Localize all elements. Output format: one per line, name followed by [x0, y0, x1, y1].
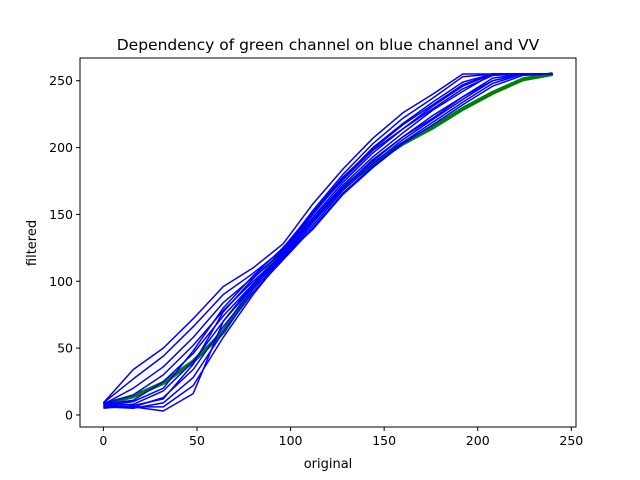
plot-lines [102, 72, 553, 412]
x-axis-ticks: 0 50 100 150 200 250 [99, 427, 583, 448]
y-tick-label: 50 [57, 341, 73, 356]
x-tick-label: 0 [99, 433, 107, 448]
series-line-2 [102, 73, 553, 404]
axes-frame [79, 57, 577, 428]
y-axis-label: filtered [25, 220, 40, 266]
x-tick-label: 100 [279, 433, 303, 448]
x-tick-label: 250 [559, 433, 583, 448]
series-line-11 [103, 73, 553, 410]
y-tick-label: 100 [49, 274, 73, 289]
x-axis-label: original [304, 457, 353, 472]
y-tick-label: 200 [49, 140, 73, 155]
series-line-12 [103, 73, 553, 407]
chart-title: Dependency of green channel on blue chan… [117, 36, 540, 54]
x-tick-label: 150 [372, 433, 396, 448]
series-line-8 [103, 73, 553, 410]
series-line-10 [103, 73, 553, 412]
y-tick-label: 0 [65, 407, 73, 422]
x-tick-label: 200 [466, 433, 490, 448]
x-tick-label: 50 [189, 433, 205, 448]
series-line-9 [103, 73, 553, 408]
series-line-1 [102, 73, 553, 404]
series-line-7 [103, 73, 553, 408]
y-tick-label: 250 [49, 73, 73, 88]
y-axis-ticks: 0 50 100 150 200 250 [49, 73, 80, 422]
y-tick-label: 150 [49, 207, 73, 222]
